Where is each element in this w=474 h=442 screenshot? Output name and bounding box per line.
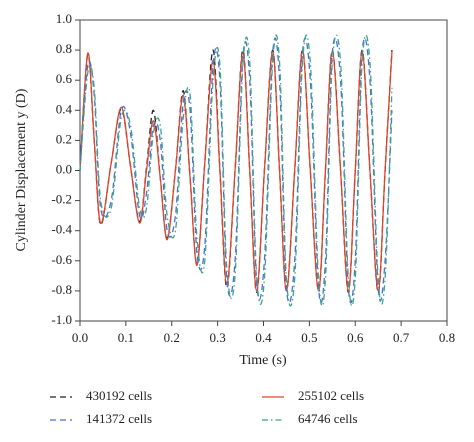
series-line (79, 50, 393, 292)
legend-label: 64746 cells (298, 411, 358, 426)
y-tick-label: -1.0 (51, 312, 72, 327)
y-tick-label: 0.0 (56, 161, 72, 176)
y-tick-label: 0.6 (56, 71, 73, 86)
x-tick-label: 0.1 (118, 330, 134, 345)
x-tick-label: 0.2 (164, 330, 180, 345)
legend-label: 255102 cells (298, 388, 364, 403)
y-axis-label: Cylinder Displacement y (D) (14, 88, 29, 251)
x-tick-label: 0.0 (72, 330, 88, 345)
series-line (79, 34, 393, 307)
y-tick-label: -0.6 (51, 252, 72, 267)
y-tick-label: -0.8 (51, 282, 72, 297)
x-tick-label: 0.6 (347, 330, 364, 345)
x-axis-label: Time (s) (239, 353, 287, 368)
y-tick-label: 0.8 (56, 41, 72, 56)
x-tick-label: 0.8 (439, 330, 455, 345)
x-tick-label: 0.5 (301, 330, 317, 345)
x-tick-label: 0.3 (210, 330, 226, 345)
x-tick-label: 0.7 (393, 330, 410, 345)
legend-label: 141372 cells (86, 411, 152, 426)
x-tick-label: 0.4 (255, 330, 272, 345)
y-tick-label: 0.2 (56, 131, 72, 146)
legend-label: 430192 cells (86, 388, 152, 403)
y-tick-label: 1.0 (56, 11, 72, 26)
y-tick-label: -0.2 (51, 192, 72, 207)
y-tick-label: 0.4 (56, 101, 73, 116)
y-tick-label: -0.4 (51, 222, 72, 237)
